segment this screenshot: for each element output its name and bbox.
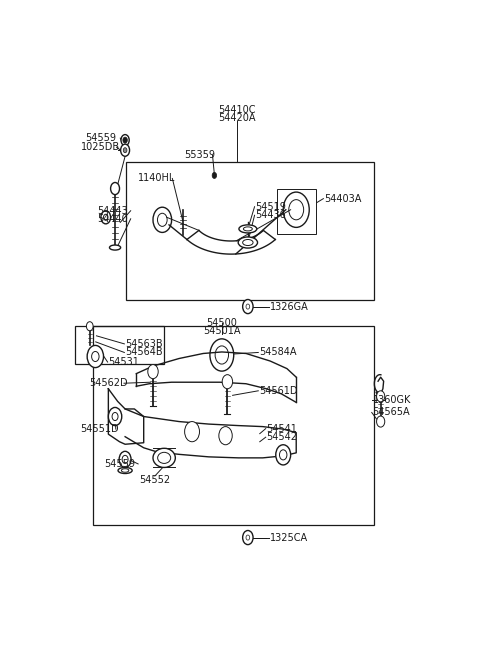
Circle shape xyxy=(279,450,287,460)
Text: 1140HL: 1140HL xyxy=(138,174,176,183)
Circle shape xyxy=(108,407,122,426)
Circle shape xyxy=(246,304,250,309)
Bar xyxy=(94,326,374,525)
Text: 54542: 54542 xyxy=(266,432,298,442)
Text: 54541: 54541 xyxy=(266,424,297,434)
Ellipse shape xyxy=(243,227,252,231)
Text: 1326GA: 1326GA xyxy=(270,301,309,312)
Text: 54443: 54443 xyxy=(97,206,128,215)
Text: 54551D: 54551D xyxy=(81,424,119,434)
Ellipse shape xyxy=(109,245,120,250)
Circle shape xyxy=(219,426,232,445)
Circle shape xyxy=(243,299,253,314)
Circle shape xyxy=(185,422,200,441)
Circle shape xyxy=(215,346,228,364)
Bar xyxy=(89,352,94,360)
Text: 54420A: 54420A xyxy=(218,113,255,123)
Text: 1360GK: 1360GK xyxy=(372,396,411,405)
Text: 54584A: 54584A xyxy=(259,347,297,358)
Circle shape xyxy=(110,183,120,195)
Text: 54559: 54559 xyxy=(105,459,136,469)
Text: 1325CA: 1325CA xyxy=(270,533,308,542)
Bar xyxy=(277,189,315,234)
Ellipse shape xyxy=(118,468,132,474)
Circle shape xyxy=(121,134,129,145)
Circle shape xyxy=(122,455,128,464)
Circle shape xyxy=(87,345,104,367)
Circle shape xyxy=(377,416,385,427)
Text: 54552: 54552 xyxy=(139,475,170,485)
Text: 54562D: 54562D xyxy=(89,378,128,388)
Circle shape xyxy=(112,413,118,421)
Text: 54565A: 54565A xyxy=(372,407,410,417)
Ellipse shape xyxy=(121,469,129,472)
Circle shape xyxy=(86,322,93,331)
Circle shape xyxy=(148,365,158,379)
Circle shape xyxy=(120,144,130,157)
Text: 54440: 54440 xyxy=(97,214,128,224)
Ellipse shape xyxy=(157,453,171,464)
Circle shape xyxy=(377,391,385,402)
Text: 54531: 54531 xyxy=(108,357,139,367)
Ellipse shape xyxy=(239,225,257,233)
Circle shape xyxy=(212,172,216,178)
Text: 54501A: 54501A xyxy=(203,326,240,336)
Circle shape xyxy=(210,339,234,371)
Text: 54561D: 54561D xyxy=(259,386,298,396)
Bar xyxy=(75,326,164,364)
Text: 55359: 55359 xyxy=(185,150,216,160)
Text: 54410C: 54410C xyxy=(218,105,255,115)
Circle shape xyxy=(246,535,250,540)
Circle shape xyxy=(222,375,233,389)
Text: 54564B: 54564B xyxy=(125,347,163,358)
Circle shape xyxy=(92,352,99,362)
Text: 54519: 54519 xyxy=(255,202,286,212)
Text: 54403A: 54403A xyxy=(324,194,361,204)
Text: 1025DB: 1025DB xyxy=(81,142,120,152)
Text: 54500: 54500 xyxy=(206,318,237,328)
Circle shape xyxy=(123,147,127,153)
Circle shape xyxy=(276,445,290,465)
Ellipse shape xyxy=(243,240,253,246)
Bar xyxy=(126,162,374,299)
Circle shape xyxy=(243,531,253,544)
Text: 54436: 54436 xyxy=(255,210,286,220)
Ellipse shape xyxy=(238,237,258,248)
Text: 54563B: 54563B xyxy=(125,339,163,349)
Text: 54559: 54559 xyxy=(85,133,116,143)
Circle shape xyxy=(104,214,108,220)
Circle shape xyxy=(101,211,110,224)
Ellipse shape xyxy=(153,448,175,468)
Circle shape xyxy=(119,451,131,468)
Circle shape xyxy=(123,137,127,143)
